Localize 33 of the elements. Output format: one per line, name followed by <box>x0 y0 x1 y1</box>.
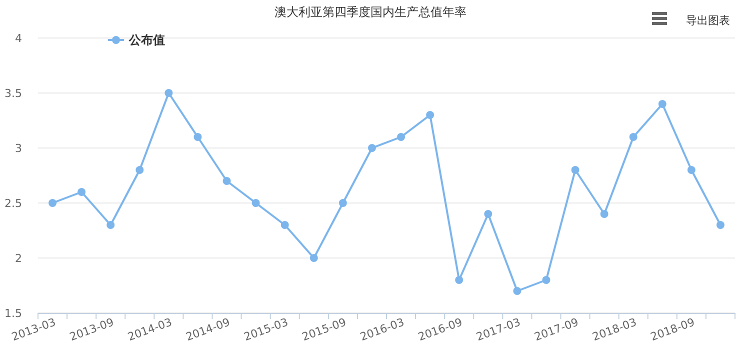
point <box>397 133 406 141</box>
point <box>542 276 550 284</box>
point <box>222 177 231 185</box>
point <box>716 221 724 229</box>
point <box>600 210 608 218</box>
point <box>164 89 173 97</box>
point <box>571 166 580 174</box>
y-tick-label: 4 <box>15 32 22 45</box>
point <box>629 133 638 141</box>
point <box>136 166 144 174</box>
chart-title: 澳大利亚第四季度国内生产总值年率 <box>274 5 466 19</box>
point <box>658 100 666 108</box>
point <box>194 133 202 141</box>
point <box>280 221 289 229</box>
point <box>310 254 318 262</box>
point <box>484 210 492 218</box>
legend-label: 公布值 <box>128 33 165 47</box>
y-tick-label: 2 <box>15 252 22 265</box>
point <box>455 276 464 284</box>
point <box>78 188 86 196</box>
y-tick-label: 1.5 <box>4 307 22 320</box>
y-tick-label: 2.5 <box>4 197 22 210</box>
point <box>368 144 376 152</box>
point <box>338 199 347 207</box>
point <box>48 199 57 207</box>
point <box>252 199 260 207</box>
y-tick-label: 3 <box>15 142 22 155</box>
point <box>513 287 522 295</box>
point <box>106 221 115 229</box>
text: 导出图表 <box>686 14 730 27</box>
point <box>426 111 434 119</box>
point <box>687 166 696 174</box>
y-tick-label: 3.5 <box>4 87 22 100</box>
